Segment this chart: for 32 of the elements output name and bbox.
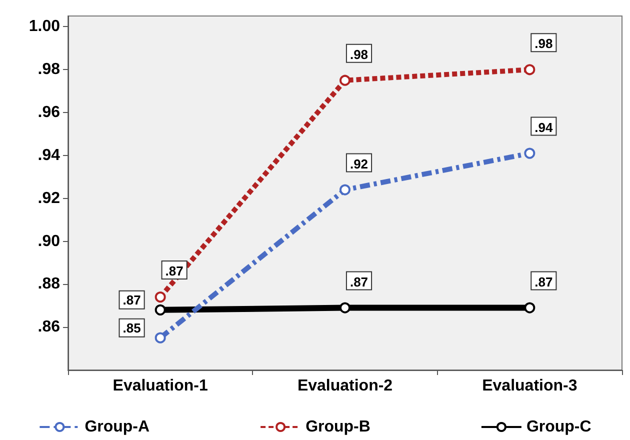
x-tick-label: Evaluation-2 [297,378,393,394]
data-label: .87 [122,292,141,308]
y-tick-label: 1.00 [28,18,60,36]
point [154,304,166,316]
y-tick-label: .94 [38,146,60,164]
point [154,332,166,344]
data-label: .98 [534,36,553,52]
legend-label: Group-B [306,418,370,436]
data-label: .87 [165,264,184,279]
x-tick-label: Evaluation-3 [482,378,578,394]
x-tick-label: Evaluation-1 [112,378,208,394]
legend-label: Group-A [84,418,150,436]
y-tick-label: .96 [38,104,60,122]
data-label: .98 [350,46,368,62]
point [340,302,350,314]
point [524,302,536,314]
point [340,184,350,196]
y-tick-label: .98 [38,61,60,78]
y-tick-label: .88 [38,276,60,293]
y-tick-label: .86 [38,318,60,336]
point [340,74,350,86]
data-label: .85 [122,320,141,336]
point [524,148,536,159]
y-tick-label: .90 [38,232,60,250]
data-label: .87 [534,274,553,290]
point [524,64,536,76]
point [154,292,166,303]
data-label: .92 [350,156,368,172]
legend-label: Group-C [526,418,592,436]
y-tick-label: .92 [38,190,60,207]
data-label: .94 [534,120,554,135]
data-label: .87 [350,274,368,290]
